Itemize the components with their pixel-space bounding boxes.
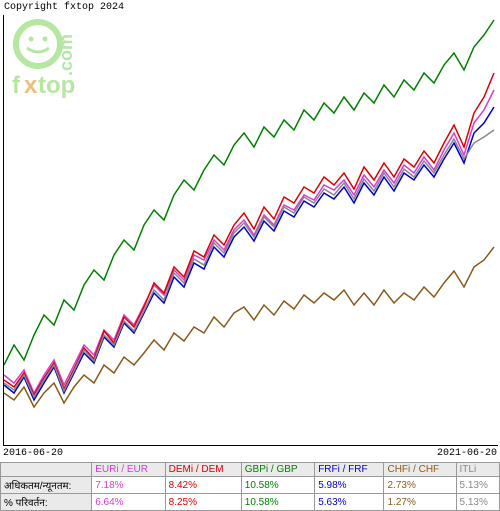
copyright-text: Copyright fxtop 2024 xyxy=(4,2,124,13)
series-line xyxy=(4,107,494,400)
col-header: FRFi / FRF xyxy=(315,463,384,477)
chart-svg xyxy=(4,15,498,445)
cell-max: 8.42% xyxy=(165,477,241,494)
cell-max: 5.13% xyxy=(456,477,499,494)
x-axis-start: 2016-06-20 xyxy=(3,448,63,459)
cell-change: 10.58% xyxy=(241,494,314,511)
cell-change: 5.63% xyxy=(315,494,384,511)
series-line xyxy=(4,247,494,407)
col-header: EURi / EUR xyxy=(92,463,165,477)
col-header: CHFi / CHF xyxy=(384,463,456,477)
cell-change: 6.64% xyxy=(92,494,165,511)
table-row-max: अधिकतम/न्यूनतम:7.18%8.42%10.58%5.98%2.73… xyxy=(1,477,500,494)
chart-area xyxy=(3,15,498,446)
cell-max: 7.18% xyxy=(92,477,165,494)
cell-change: 8.25% xyxy=(165,494,241,511)
table-header-row: EURi / EURDEMi / DEMGBPi / GBPFRFi / FRF… xyxy=(1,463,500,477)
table-row-change: % परिवर्तन:6.64%8.25%10.58%5.63%1.27%5.1… xyxy=(1,494,500,511)
cell-change: 5.13% xyxy=(456,494,499,511)
cell-max: 2.73% xyxy=(384,477,456,494)
cell-max: 5.98% xyxy=(315,477,384,494)
row-label-max: अधिकतम/न्यूनतम: xyxy=(1,477,92,494)
col-header: DEMi / DEM xyxy=(165,463,241,477)
cell-change: 1.27% xyxy=(384,494,456,511)
stats-table: EURi / EURDEMi / DEMGBPi / GBPFRFi / FRF… xyxy=(0,462,500,511)
cell-max: 10.58% xyxy=(241,477,314,494)
col-header: GBPi / GBP xyxy=(241,463,314,477)
header-blank xyxy=(1,463,92,477)
x-axis-end: 2021-06-20 xyxy=(437,448,497,459)
row-label-change: % परिवर्तन: xyxy=(1,494,92,511)
series-line xyxy=(4,90,494,393)
col-header: ITLi xyxy=(456,463,499,477)
